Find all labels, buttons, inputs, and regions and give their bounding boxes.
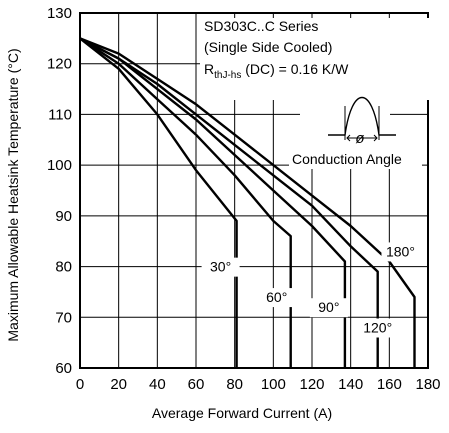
series-line-3: [79, 37, 347, 368]
y-tick-label: 60: [55, 360, 72, 377]
y-tick-label: 120: [47, 56, 72, 73]
curve-label-5: 180°: [386, 243, 415, 259]
curve-label-1: 30°: [210, 259, 231, 275]
series-line-2: [79, 37, 292, 368]
x-tick-label: 100: [261, 376, 286, 393]
rth-subscript: thJ-hs: [214, 70, 241, 81]
series-curves: [79, 37, 416, 368]
conduction-angle-label: Conduction Angle: [292, 151, 402, 167]
y-tick-label: 90: [55, 208, 72, 225]
y-tick-label: 130: [47, 5, 72, 22]
curve-labels: 30° 60° 90° 120° 180°: [201, 242, 420, 338]
x-tick-label: 80: [226, 376, 243, 393]
conduction-angle-inset: ø: [300, 84, 396, 156]
curve-label-background: [257, 288, 296, 308]
svg-text:ø: ø: [355, 130, 364, 147]
conduction-label-background: [289, 150, 422, 169]
x-tick-label: 140: [338, 376, 363, 393]
x-tick-label: 160: [377, 376, 402, 393]
rth-value: (DC) = 0.16 K/W: [241, 61, 349, 77]
x-axis-label: Average Forward Current (A): [152, 405, 332, 421]
series-line-5: [79, 37, 416, 368]
x-tick-labels: 0 20 40 60 80 100 120 140 160 180: [76, 376, 441, 393]
plot-frame: [79, 12, 429, 369]
curve-label-4: 120°: [363, 320, 392, 336]
series-subtitle: (Single Side Cooled): [204, 39, 332, 55]
y-tick-label: 70: [55, 309, 72, 326]
x-tick-label: 60: [188, 376, 205, 393]
curve-label-background: [201, 257, 240, 277]
x-tick-label: 40: [149, 376, 166, 393]
y-tick-labels: 60 70 80 90 100 110 120 130: [47, 5, 72, 377]
curve-label-3: 90°: [318, 299, 339, 315]
y-tick-label: 110: [48, 106, 72, 123]
x-tick-label: 0: [76, 376, 84, 393]
curve-label-2: 60°: [266, 289, 287, 305]
curve-label-background: [309, 298, 348, 318]
series-line-4: [79, 37, 379, 368]
y-axis-label: Maximum Allowable Heatsink Temperature (…: [5, 48, 21, 341]
x-tick-label: 180: [415, 376, 440, 393]
curve-label-background: [381, 242, 420, 262]
x-tick-label: 20: [110, 376, 127, 393]
x-tick-label: 120: [299, 376, 324, 393]
y-tick-label: 80: [55, 259, 72, 276]
series-line-1: [79, 37, 238, 368]
thermal-resistance-note: RthJ-hs (DC) = 0.16 K/W: [204, 61, 349, 81]
y-tick-label: 100: [47, 157, 72, 174]
rth-symbol: R: [204, 61, 214, 77]
series-title: SD303C..C Series: [204, 18, 318, 34]
curve-label-background: [358, 318, 397, 338]
